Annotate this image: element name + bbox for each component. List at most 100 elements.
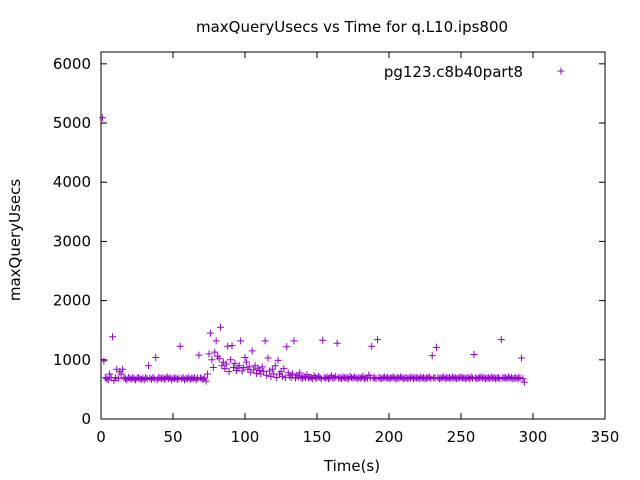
data-point	[309, 375, 317, 383]
data-point	[265, 367, 273, 375]
x-tick-label: 200	[375, 428, 404, 446]
data-point	[224, 342, 232, 350]
data-point	[422, 374, 430, 382]
data-point	[385, 375, 393, 383]
data-point	[147, 375, 155, 383]
x-tick-label: 300	[519, 428, 548, 446]
data-point	[520, 378, 528, 386]
data-point	[280, 365, 288, 373]
data-point	[142, 374, 150, 382]
data-point	[274, 356, 282, 364]
y-tick-label: 0	[81, 410, 91, 428]
data-point	[289, 370, 297, 378]
data-point	[253, 369, 261, 377]
data-point	[240, 364, 248, 372]
data-point	[306, 373, 314, 381]
data-point	[215, 355, 223, 363]
data-point	[323, 373, 331, 381]
data-point	[227, 356, 235, 364]
data-point	[103, 375, 111, 383]
x-tick-label: 0	[96, 428, 106, 446]
data-point	[192, 376, 200, 384]
data-point	[368, 342, 376, 350]
x-axis-label: Time(s)	[323, 457, 380, 475]
y-tick-label: 5000	[53, 114, 91, 132]
data-point	[225, 368, 233, 376]
data-point	[440, 373, 448, 381]
data-point	[255, 366, 263, 374]
data-point	[477, 373, 485, 381]
data-point	[470, 350, 478, 358]
data-point	[176, 342, 184, 350]
data-point	[235, 362, 243, 370]
data-point	[448, 373, 456, 381]
data-point	[333, 339, 341, 347]
legend: pg123.c8b40part8	[384, 63, 565, 81]
data-point	[457, 373, 465, 381]
data-point	[337, 375, 345, 383]
data-point	[313, 374, 321, 382]
data-point	[170, 375, 178, 383]
data-point	[428, 352, 436, 360]
data-point	[127, 375, 135, 383]
data-point	[221, 365, 229, 373]
data-point	[212, 337, 220, 345]
data-point	[136, 375, 144, 383]
data-point	[389, 373, 397, 381]
data-point	[361, 375, 369, 383]
data-point	[325, 375, 333, 383]
data-point	[515, 374, 523, 382]
data-point	[397, 373, 405, 381]
data-point	[208, 356, 216, 364]
data-point	[466, 375, 474, 383]
data-point	[517, 354, 525, 362]
data-point	[493, 374, 501, 382]
data-point	[322, 374, 330, 382]
data-point	[437, 374, 445, 382]
data-point	[487, 373, 495, 381]
data-point	[106, 370, 114, 378]
data-point	[268, 365, 276, 373]
data-point	[260, 368, 268, 376]
data-point	[217, 323, 225, 331]
data-point	[373, 336, 381, 344]
y-tick-label: 2000	[53, 292, 91, 310]
data-point	[145, 362, 153, 370]
data-point	[284, 369, 292, 377]
data-point	[137, 375, 145, 383]
data-point	[186, 375, 194, 383]
legend-marker	[557, 67, 565, 75]
data-point	[497, 336, 505, 344]
data-point	[505, 373, 513, 381]
x-tick-label: 100	[231, 428, 260, 446]
data-point	[229, 364, 237, 372]
data-point	[278, 372, 286, 380]
data-point	[342, 374, 350, 382]
data-point	[453, 375, 461, 383]
data-point	[168, 376, 176, 384]
data-point	[245, 363, 253, 371]
data-point	[150, 375, 158, 383]
data-point	[143, 375, 151, 383]
data-point	[199, 375, 207, 383]
data-point	[189, 375, 197, 383]
data-point	[173, 375, 181, 383]
legend-label: pg123.c8b40part8	[384, 63, 523, 81]
data-point	[464, 374, 472, 382]
data-point	[392, 375, 400, 383]
data-point	[175, 374, 183, 382]
data-point	[332, 372, 340, 380]
y-axis-label: maxQueryUsecs	[6, 179, 24, 302]
data-point	[162, 374, 170, 382]
data-point	[196, 374, 204, 382]
data-point	[181, 376, 189, 384]
data-point	[222, 360, 230, 368]
data-point	[117, 370, 125, 378]
data-point	[339, 373, 347, 381]
data-point	[98, 114, 106, 122]
data-point	[335, 374, 343, 382]
data-point	[496, 375, 504, 383]
data-point	[286, 372, 294, 380]
y-tick-label: 4000	[53, 173, 91, 191]
